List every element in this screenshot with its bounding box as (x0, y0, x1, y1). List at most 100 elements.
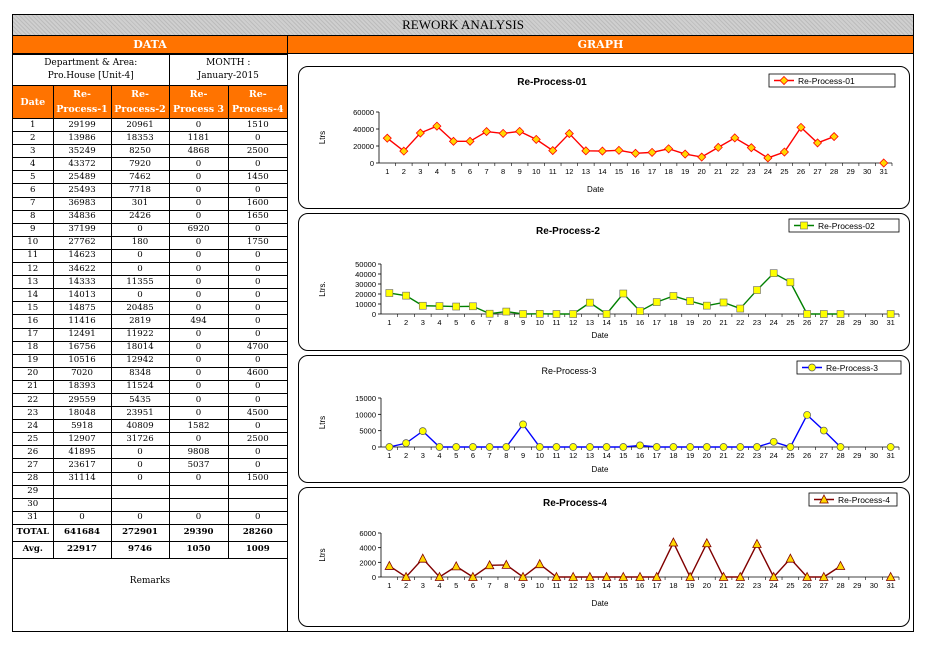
data-point (713, 142, 723, 152)
value-cell: 4600 (227, 366, 288, 381)
value-cell: 0 (110, 445, 170, 460)
y-tick-label: 4000 (359, 544, 376, 553)
value-cell: 28260 (227, 523, 288, 542)
table-row: 7 36983 301 0 1600 (13, 196, 288, 211)
y-tick-label: 5000 (359, 427, 376, 436)
x-tick-label: 1 (387, 581, 391, 590)
data-point (779, 75, 789, 86)
x-tick-label: 8 (504, 318, 508, 327)
x-tick-label: 5 (451, 167, 455, 176)
row-label-cell: 8 (13, 209, 54, 224)
section-divider (287, 36, 288, 632)
x-tick-label: 30 (870, 451, 878, 460)
value-cell: 0 (227, 379, 288, 394)
row-label-cell: 26 (13, 445, 54, 460)
data-point (619, 443, 628, 451)
data-point (434, 571, 445, 581)
x-tick-label: 6 (471, 318, 475, 327)
value-cell: 2500 (227, 432, 288, 447)
y-tick-label: 20000 (355, 290, 376, 299)
data-point (384, 560, 395, 570)
data-point (668, 537, 679, 547)
value-cell: 0 (168, 353, 229, 368)
x-tick-label: 20 (698, 167, 706, 176)
x-tick-label: 18 (664, 167, 672, 176)
x-tick-label: 23 (753, 581, 761, 590)
value-cell: 0 (227, 131, 288, 146)
value-cell: 1750 (227, 235, 288, 250)
data-point (501, 559, 512, 569)
x-tick-label: 12 (569, 451, 577, 460)
table-row: 12 34622 0 0 0 (13, 262, 288, 277)
value-cell: 8250 (110, 144, 170, 159)
value-cell: 0 (168, 288, 229, 303)
chart-svg: Re-Process-01 Re-Process-01 0 20000 40000 600… (318, 73, 896, 194)
x-tick-label: 19 (686, 451, 694, 460)
data-point (452, 443, 461, 451)
data-point (602, 443, 611, 451)
data-point (385, 289, 394, 297)
x-tick-label: 9 (521, 451, 525, 460)
row-label-cell: 28 (13, 471, 54, 486)
x-tick-label: 29 (846, 167, 854, 176)
series-line (389, 413, 842, 448)
chart-svg: Re-Process-2 Re-Process-02 010000200003000… (318, 218, 900, 340)
value-cell: 0 (227, 458, 288, 473)
x-tick-label: 15 (615, 167, 623, 176)
data-point (586, 298, 594, 307)
data-point (418, 301, 427, 310)
chart-legend: Re-Process-01 (768, 73, 896, 88)
x-tick-label: 22 (736, 581, 744, 590)
legend-label: Re-Process-3 (826, 363, 878, 373)
data-point (651, 571, 662, 581)
chart-legend: Re-Process-4 (808, 492, 898, 507)
data-point (498, 128, 508, 138)
value-cell: 0 (168, 196, 229, 211)
value-cell: 20485 (110, 301, 170, 316)
table-row: 13 14333 11355 0 0 (13, 275, 288, 290)
x-tick-label: 10 (536, 318, 544, 327)
column-header: Re-Process-4 (227, 85, 288, 119)
column-header: Date (13, 85, 54, 119)
data-point (818, 571, 829, 581)
month-cell: MONTH : January-2015 (168, 54, 288, 86)
x-tick-label: 28 (836, 318, 844, 327)
data-point (552, 310, 561, 318)
data-point (680, 149, 690, 159)
x-tick-label: 6 (468, 167, 472, 176)
x-axis-label: Date (587, 185, 604, 194)
series-line (389, 272, 841, 315)
value-cell: 2819 (110, 314, 170, 329)
x-tick-label: 6 (471, 451, 475, 460)
row-label-cell: 18 (13, 340, 54, 355)
value-cell: 36983 (52, 196, 112, 211)
data-point (669, 292, 678, 300)
row-label-cell: 9 (13, 222, 54, 237)
value-cell: 1500 (227, 471, 288, 486)
value-cell: 0 (227, 301, 288, 316)
data-point (636, 441, 644, 450)
y-tick-label: 50000 (355, 260, 376, 269)
row-label-cell: 12 (13, 262, 54, 277)
x-tick-label: 3 (421, 451, 425, 460)
table-row: 16 11416 2819 494 0 (13, 314, 288, 329)
data-point (619, 289, 628, 298)
table-row: 30 (13, 497, 288, 512)
data-point (879, 158, 889, 168)
x-tick-label: 20 (703, 581, 711, 590)
table-row: 1 29199 20961 0 1510 (13, 117, 288, 133)
table-row: 26 41895 0 9808 0 (13, 445, 288, 460)
data-point (485, 309, 494, 318)
data-point (768, 571, 779, 581)
x-tick-label: 9 (521, 581, 525, 590)
data-point (836, 310, 845, 318)
chart-legend: Re-Process-3 (796, 360, 902, 375)
data-point (564, 129, 574, 139)
data-point (636, 307, 644, 315)
x-tick-label: 2 (404, 451, 408, 460)
value-cell: 1510 (227, 117, 288, 133)
value-cell: 0 (168, 235, 229, 250)
value-cell: 1050 (168, 540, 229, 559)
table-row: 8 34836 2426 0 1650 (13, 209, 288, 224)
value-cell: 0 (110, 510, 170, 525)
